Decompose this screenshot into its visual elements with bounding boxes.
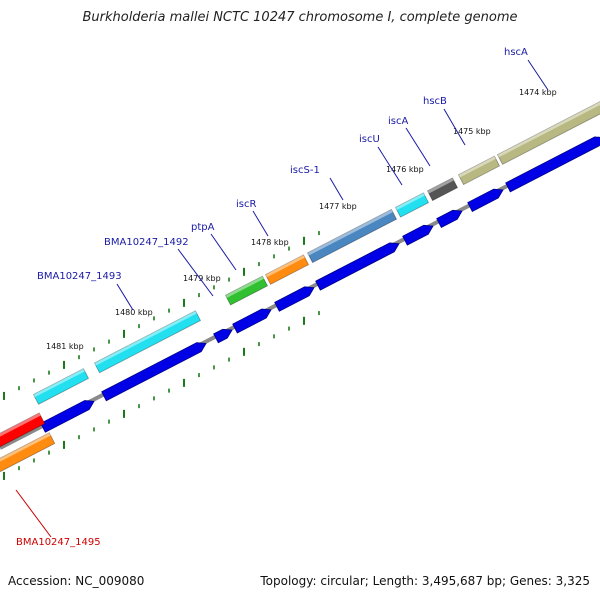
gene-feature-iscs-1[interactable] bbox=[306, 208, 398, 264]
kbp-label: 1478 kbp bbox=[251, 238, 289, 247]
label-leader bbox=[210, 233, 237, 271]
cds-arrow[interactable] bbox=[315, 242, 400, 291]
gene-feature-iscu[interactable] bbox=[394, 192, 430, 218]
gene-feature-bma10247-1492[interactable] bbox=[93, 310, 202, 374]
gene-label-bma10247-1493[interactable]: BMA10247_1493 bbox=[37, 271, 122, 282]
kbp-label: 1475 kbp bbox=[453, 127, 491, 136]
gene-track bbox=[0, 100, 600, 476]
kbp-label: 1479 kbp bbox=[183, 274, 221, 283]
kbp-labels: 1474 kbp 1475 kbp 1476 kbp 1477 kbp 1478… bbox=[46, 88, 557, 351]
gene-label-iscr[interactable]: iscR bbox=[236, 199, 256, 210]
gene-label-ptpa[interactable]: ptpA bbox=[191, 222, 215, 233]
kbp-label: 1481 kbp bbox=[46, 342, 84, 351]
cds-arrow[interactable] bbox=[232, 308, 272, 334]
kbp-label: 1476 kbp bbox=[386, 165, 424, 174]
gene-label-iscs-1[interactable]: iscS-1 bbox=[290, 165, 320, 176]
kbp-label: 1480 kbp bbox=[115, 308, 153, 317]
label-leader bbox=[252, 210, 269, 237]
gene-label-isca[interactable]: iscA bbox=[388, 116, 408, 127]
gene-feature-hsca[interactable] bbox=[496, 100, 600, 165]
gene-labels: hscA hscB iscA iscU iscS-1 iscR ptpA BMA… bbox=[16, 47, 528, 548]
label-leader bbox=[116, 283, 134, 311]
label-leader bbox=[527, 59, 549, 91]
label-leader bbox=[443, 108, 466, 146]
label-leader bbox=[15, 489, 52, 538]
gene-feature-bma10247-1493[interactable] bbox=[32, 368, 90, 405]
label-leader bbox=[377, 146, 403, 186]
cds-arrow[interactable] bbox=[40, 400, 95, 433]
gene-feature-hscb[interactable] bbox=[457, 155, 501, 186]
cds-arrow[interactable] bbox=[467, 188, 504, 212]
gene-label-iscu[interactable]: iscU bbox=[359, 134, 380, 145]
gene-feature-iscr[interactable] bbox=[264, 254, 310, 285]
cds-arrow[interactable] bbox=[274, 286, 315, 312]
cds-arrow[interactable] bbox=[436, 209, 463, 229]
gene-label-bma10247-1492[interactable]: BMA10247_1492 bbox=[104, 237, 189, 248]
gene-label-hscb[interactable]: hscB bbox=[423, 96, 447, 107]
label-leaders bbox=[15, 59, 549, 538]
gene-feature-isca[interactable] bbox=[426, 177, 459, 202]
cds-track bbox=[40, 136, 600, 433]
kbp-label: 1474 kbp bbox=[519, 88, 557, 97]
map-title: Burkholderia mallei NCTC 10247 chromosom… bbox=[82, 10, 518, 25]
scale-ticks bbox=[3, 231, 320, 480]
cds-arrow[interactable] bbox=[213, 328, 233, 344]
gene-feature-bma10247-1495[interactable] bbox=[0, 432, 56, 476]
cds-arrow[interactable] bbox=[402, 224, 434, 246]
gene-feature-red[interactable] bbox=[0, 412, 46, 451]
accession-text: Accession: NC_009080 bbox=[8, 574, 145, 588]
label-leader bbox=[405, 127, 431, 167]
label-leader bbox=[329, 177, 344, 201]
kbp-label: 1477 kbp bbox=[319, 202, 357, 211]
label-leader bbox=[177, 248, 214, 297]
gene-label-hsca[interactable]: hscA bbox=[504, 47, 528, 58]
cds-arrow[interactable] bbox=[505, 136, 600, 193]
genome-summary-text: Topology: circular; Length: 3,495,687 bp… bbox=[260, 574, 590, 588]
cds-arrow[interactable] bbox=[101, 342, 207, 402]
gene-feature-ptpa[interactable] bbox=[224, 275, 269, 306]
gene-label-bma10247-1495[interactable]: BMA10247_1495 bbox=[16, 537, 101, 548]
